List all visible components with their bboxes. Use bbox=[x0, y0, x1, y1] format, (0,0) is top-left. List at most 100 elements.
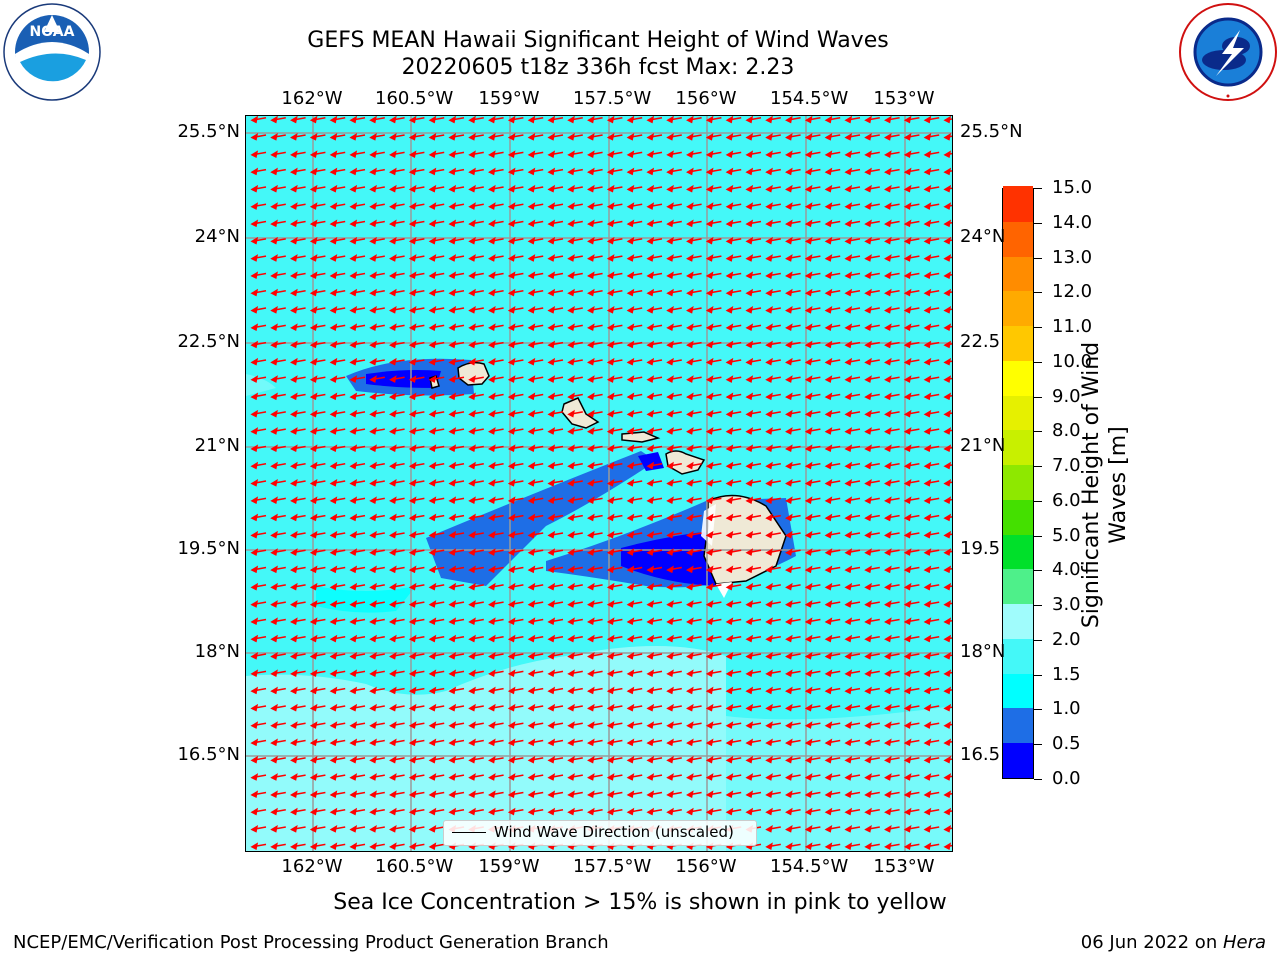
wave-direction-arrowhead bbox=[270, 202, 278, 210]
wave-direction-arrowhead bbox=[408, 323, 417, 331]
wave-direction-arrowhead bbox=[408, 773, 417, 781]
wave-direction-arrowhead bbox=[250, 116, 259, 124]
wave-direction-arrowhead bbox=[943, 254, 952, 262]
wave-direction-arrowhead bbox=[884, 790, 892, 799]
wave-direction-arrowhead bbox=[329, 617, 338, 626]
wave-direction-arrowhead bbox=[626, 202, 635, 210]
map-title: GEFS MEAN Hawaii Significant Height of W… bbox=[307, 28, 889, 53]
wave-direction-arrowhead bbox=[903, 254, 912, 262]
map-canvas bbox=[246, 116, 952, 851]
wave-direction-arrowhead bbox=[725, 686, 734, 695]
wave-direction-arrowhead bbox=[270, 219, 278, 228]
lat-tick-right-label: 18°N bbox=[960, 641, 1006, 662]
wave-direction-arrowhead bbox=[725, 306, 734, 314]
wave-direction-arrowhead bbox=[270, 184, 278, 193]
wave-direction-arrowhead bbox=[389, 773, 397, 781]
wave-direction-arrowhead bbox=[567, 271, 575, 280]
wave-direction-arrowhead bbox=[686, 116, 694, 124]
colorbar-segment bbox=[1003, 255, 1033, 292]
wave-direction-arrowhead bbox=[270, 133, 278, 141]
wave-direction-arrowhead bbox=[587, 133, 595, 141]
wave-direction-arrowhead bbox=[646, 202, 655, 210]
wave-direction-arrowhead bbox=[428, 496, 437, 504]
wave-direction-arrowhead bbox=[329, 461, 338, 470]
wave-direction-arrowhead bbox=[507, 202, 516, 210]
wave-direction-arrowhead bbox=[666, 357, 674, 366]
wave-direction-arrowhead bbox=[666, 219, 674, 228]
wave-direction-arrowhead bbox=[884, 323, 892, 331]
lon-tick-bottom-label: 156°W bbox=[675, 856, 737, 877]
wave-direction-arrowhead bbox=[606, 738, 615, 747]
wave-direction-arrowhead bbox=[903, 738, 912, 747]
wave-direction-arrowhead bbox=[408, 721, 417, 729]
wave-direction-arrowhead bbox=[349, 202, 358, 210]
wave-direction-arrowhead bbox=[448, 652, 457, 660]
colorbar-tick-label: 9.0 bbox=[1052, 385, 1081, 407]
wave-direction-arrowhead bbox=[725, 634, 734, 643]
wave-direction-arrowhead bbox=[567, 548, 575, 556]
wave-direction-arrowhead bbox=[527, 271, 536, 280]
wave-direction-arrowhead bbox=[389, 392, 397, 401]
wave-direction-arrowhead bbox=[884, 184, 892, 193]
wave-direction-arrowhead bbox=[824, 773, 833, 781]
wave-direction-arrowhead bbox=[765, 738, 773, 747]
wave-direction-arrowhead bbox=[270, 634, 278, 643]
wave-direction-arrowhead bbox=[567, 375, 575, 383]
wave-direction-arrowhead bbox=[666, 703, 674, 712]
wave-direction-arrowhead bbox=[705, 236, 714, 245]
wave-direction-arrowhead bbox=[745, 496, 754, 504]
wave-direction-arrowhead bbox=[488, 773, 496, 781]
wave-direction-arrowhead bbox=[824, 219, 833, 228]
wave-direction-arrowhead bbox=[468, 479, 476, 487]
wave-direction-arrowhead bbox=[488, 409, 496, 418]
wave-direction-arrowhead bbox=[507, 773, 516, 781]
lon-tick-bottom-label: 159°W bbox=[478, 856, 540, 877]
wave-direction-arrowhead bbox=[646, 288, 655, 297]
wave-direction-arrowhead bbox=[943, 116, 952, 124]
wave-direction-arrowhead bbox=[765, 755, 773, 764]
wave-direction-arrowhead bbox=[329, 219, 338, 228]
wave-direction-arrowhead bbox=[448, 184, 457, 193]
wave-direction-arrowhead bbox=[587, 479, 595, 487]
colorbar-tick-label: 7.0 bbox=[1052, 455, 1081, 477]
wave-direction-arrowhead bbox=[785, 392, 793, 401]
wave-direction-arrowhead bbox=[428, 790, 437, 799]
wave-direction-arrowhead bbox=[389, 755, 397, 764]
wave-direction-arrowhead bbox=[448, 133, 457, 141]
wave-direction-arrowhead bbox=[864, 617, 872, 626]
wave-direction-arrowhead bbox=[844, 375, 853, 383]
wave-direction-arrowhead bbox=[369, 842, 377, 850]
wave-direction-arrowhead bbox=[567, 427, 575, 435]
wave-direction-arrowhead bbox=[507, 652, 516, 660]
wave-direction-arrowhead bbox=[884, 548, 892, 556]
wave-direction-arrowhead bbox=[507, 807, 516, 816]
wave-direction-arrowhead bbox=[824, 634, 833, 643]
wave-direction-arrowhead bbox=[785, 790, 793, 799]
wave-direction-arrowhead bbox=[389, 202, 397, 210]
wave-direction-arrowhead bbox=[844, 773, 853, 781]
wave-direction-arrowhead bbox=[824, 116, 833, 124]
wave-direction-arrowhead bbox=[725, 219, 734, 228]
wave-direction-arrowhead bbox=[785, 582, 793, 591]
wave-direction-arrowhead bbox=[864, 496, 872, 504]
wave-direction-arrowhead bbox=[448, 254, 457, 262]
wave-direction-arrowhead bbox=[884, 340, 892, 349]
wave-direction-arrowhead bbox=[745, 582, 754, 591]
wave-direction-arrowhead bbox=[705, 150, 714, 158]
wave-direction-arrowhead bbox=[507, 738, 516, 747]
wave-direction-arrowhead bbox=[448, 530, 457, 539]
wave-direction-arrowhead bbox=[567, 184, 575, 193]
wave-direction-arrowhead bbox=[884, 738, 892, 747]
colorbar-tick-mark bbox=[1034, 222, 1042, 224]
wave-direction-arrowhead bbox=[824, 669, 833, 677]
wave-direction-arrowhead bbox=[785, 116, 793, 124]
wave-direction-arrowhead bbox=[666, 427, 674, 435]
wave-direction-arrowhead bbox=[309, 565, 318, 574]
wave-direction-arrowhead bbox=[903, 721, 912, 729]
wave-direction-arrowhead bbox=[468, 271, 476, 280]
wave-direction-arrowhead bbox=[567, 600, 575, 608]
wave-direction-arrowhead bbox=[290, 634, 298, 643]
wave-direction-arrowhead bbox=[666, 461, 674, 470]
wave-direction-arrowhead bbox=[408, 375, 417, 383]
wave-direction-arrowhead bbox=[864, 738, 872, 747]
